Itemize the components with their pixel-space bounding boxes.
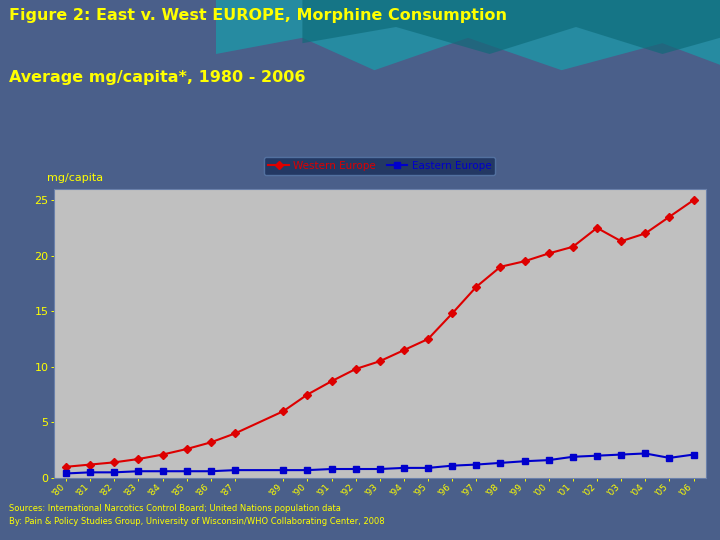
- Eastern Europe: [689, 451, 698, 458]
- Eastern Europe: [62, 470, 71, 477]
- Western Europe: [569, 244, 577, 250]
- Eastern Europe: [158, 468, 167, 475]
- Eastern Europe: [617, 451, 626, 458]
- Western Europe: [134, 456, 143, 462]
- Eastern Europe: [375, 466, 384, 472]
- Eastern Europe: [641, 450, 649, 457]
- Eastern Europe: [279, 467, 287, 474]
- Line: Eastern Europe: Eastern Europe: [63, 450, 697, 477]
- Eastern Europe: [521, 458, 529, 464]
- Western Europe: [158, 451, 167, 458]
- Text: mg/capita: mg/capita: [48, 173, 104, 183]
- Western Europe: [327, 378, 336, 384]
- Eastern Europe: [472, 461, 481, 468]
- Western Europe: [182, 446, 191, 453]
- Eastern Europe: [134, 468, 143, 475]
- Western Europe: [303, 392, 312, 398]
- Polygon shape: [216, 0, 720, 70]
- Eastern Europe: [110, 469, 119, 476]
- Western Europe: [230, 430, 239, 437]
- Western Europe: [86, 461, 94, 468]
- Eastern Europe: [496, 460, 505, 466]
- Western Europe: [424, 336, 433, 342]
- Eastern Europe: [303, 467, 312, 474]
- Eastern Europe: [230, 467, 239, 474]
- Eastern Europe: [182, 468, 191, 475]
- Western Europe: [521, 258, 529, 265]
- Legend: Western Europe, Eastern Europe: Western Europe, Eastern Europe: [264, 157, 495, 175]
- Western Europe: [544, 250, 553, 256]
- Eastern Europe: [569, 454, 577, 460]
- Eastern Europe: [351, 466, 360, 472]
- Text: Sources: International Narcotics Control Board; United Nations population data: Sources: International Narcotics Control…: [9, 504, 341, 513]
- Eastern Europe: [448, 462, 456, 469]
- Text: Figure 2: East v. West EUROPE, Morphine Consumption: Figure 2: East v. West EUROPE, Morphine …: [9, 8, 507, 23]
- Western Europe: [496, 264, 505, 270]
- Text: By: Pain & Policy Studies Group, University of Wisconsin/WHO Collaborating Cente: By: Pain & Policy Studies Group, Univers…: [9, 517, 384, 526]
- Western Europe: [279, 408, 287, 415]
- Text: Average mg/capita*, 1980 - 2006: Average mg/capita*, 1980 - 2006: [9, 70, 305, 85]
- Western Europe: [400, 347, 408, 353]
- Western Europe: [207, 439, 215, 446]
- Western Europe: [641, 230, 649, 237]
- Eastern Europe: [593, 453, 601, 459]
- Eastern Europe: [86, 469, 94, 476]
- Western Europe: [110, 459, 119, 465]
- Eastern Europe: [544, 457, 553, 463]
- Eastern Europe: [665, 455, 674, 461]
- Western Europe: [617, 238, 626, 245]
- Western Europe: [62, 463, 71, 470]
- Western Europe: [375, 358, 384, 365]
- Eastern Europe: [207, 468, 215, 475]
- Eastern Europe: [424, 464, 433, 471]
- Western Europe: [448, 310, 456, 316]
- Western Europe: [665, 213, 674, 220]
- Western Europe: [689, 197, 698, 204]
- Eastern Europe: [327, 466, 336, 472]
- Western Europe: [593, 225, 601, 231]
- Line: Western Europe: Western Europe: [63, 197, 697, 470]
- Polygon shape: [302, 0, 720, 54]
- Western Europe: [351, 366, 360, 372]
- Eastern Europe: [400, 464, 408, 471]
- Western Europe: [472, 284, 481, 290]
